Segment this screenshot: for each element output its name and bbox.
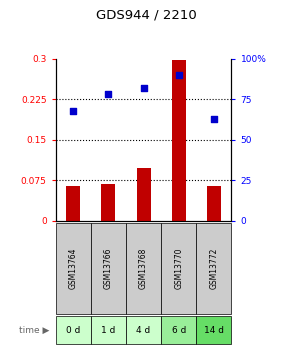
Point — [106, 91, 111, 97]
Text: GSM13772: GSM13772 — [209, 248, 218, 289]
Point — [141, 85, 146, 91]
Text: 1 d: 1 d — [101, 326, 116, 335]
Point — [71, 108, 76, 113]
Text: GSM13770: GSM13770 — [174, 247, 183, 289]
Bar — [137, 168, 151, 221]
Text: time ▶: time ▶ — [19, 326, 50, 335]
Text: GSM13764: GSM13764 — [69, 247, 78, 289]
Text: GSM13766: GSM13766 — [104, 247, 113, 289]
Text: GSM13768: GSM13768 — [139, 248, 148, 289]
Text: 4 d: 4 d — [137, 326, 151, 335]
Point — [212, 116, 216, 121]
Bar — [101, 184, 115, 221]
Text: 0 d: 0 d — [66, 326, 81, 335]
Point — [176, 72, 181, 78]
Text: 14 d: 14 d — [204, 326, 224, 335]
Bar — [172, 60, 186, 221]
Bar — [66, 186, 80, 221]
Bar — [207, 186, 221, 221]
Text: GDS944 / 2210: GDS944 / 2210 — [96, 9, 197, 22]
Text: 6 d: 6 d — [171, 326, 186, 335]
